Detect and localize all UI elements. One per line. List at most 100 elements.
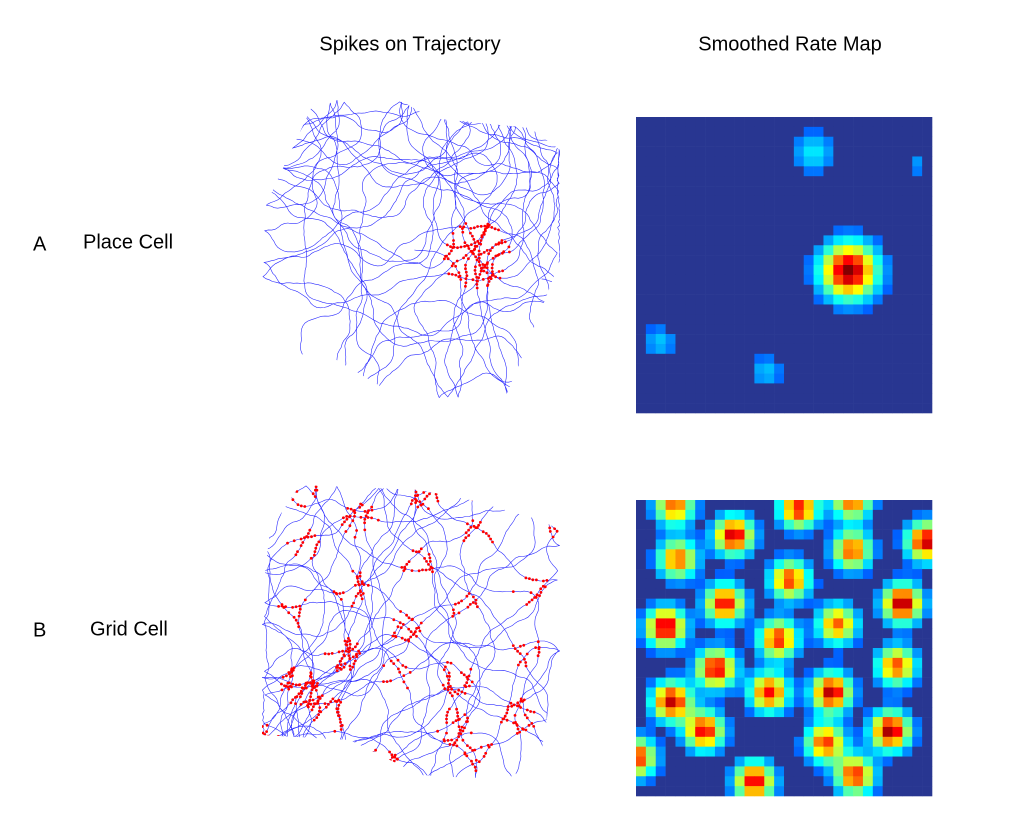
rate-cell bbox=[744, 529, 755, 540]
rate-cell bbox=[724, 667, 735, 678]
rate-cell bbox=[793, 539, 805, 550]
rate-cell bbox=[882, 225, 893, 236]
rate-cell bbox=[695, 509, 706, 521]
rate-cell bbox=[862, 334, 874, 345]
rate-cell bbox=[892, 117, 903, 128]
rate-cell bbox=[695, 717, 706, 728]
rate-cell bbox=[764, 166, 775, 177]
rate-cell bbox=[843, 215, 854, 226]
rate-cell bbox=[645, 766, 657, 777]
rate-cell bbox=[754, 245, 765, 256]
rate-cell bbox=[714, 657, 726, 669]
rate-cell bbox=[734, 245, 745, 256]
rate-cell bbox=[882, 687, 893, 698]
rate-cell bbox=[922, 648, 933, 659]
rate-cell bbox=[645, 746, 657, 757]
rate-cell bbox=[754, 304, 765, 315]
rate-cell bbox=[675, 509, 686, 521]
rate-cell bbox=[853, 559, 864, 570]
rate-cell bbox=[744, 687, 755, 698]
rate-cell bbox=[724, 205, 735, 216]
rate-cell bbox=[685, 549, 696, 560]
rate-cell bbox=[636, 176, 647, 187]
rate-cell bbox=[872, 274, 883, 286]
rate-cell bbox=[872, 176, 883, 187]
rate-cell bbox=[645, 304, 657, 315]
rate-cell bbox=[862, 255, 874, 266]
rate-cell bbox=[823, 334, 834, 345]
rate-cell bbox=[774, 539, 785, 550]
rate-cell bbox=[645, 294, 657, 305]
rate-cell bbox=[685, 166, 696, 177]
rate-cell bbox=[675, 529, 686, 540]
rate-cell bbox=[724, 117, 735, 128]
rate-cell bbox=[754, 363, 765, 374]
rate-cell bbox=[744, 373, 755, 384]
rate-cell bbox=[695, 343, 706, 355]
rate-cell bbox=[922, 657, 933, 669]
rate-cell bbox=[655, 648, 666, 659]
rate-cell bbox=[744, 353, 755, 364]
rate-cell bbox=[675, 195, 686, 207]
rate-cell bbox=[843, 205, 854, 216]
rate-cell bbox=[675, 383, 686, 394]
rate-cell bbox=[645, 687, 657, 698]
rate-cell bbox=[685, 707, 696, 718]
rate-cell bbox=[892, 628, 903, 639]
rate-cell bbox=[902, 588, 913, 599]
rate-cell bbox=[813, 500, 824, 511]
rate-cell bbox=[813, 529, 824, 540]
rate-cell bbox=[645, 598, 657, 609]
rate-cell bbox=[872, 225, 883, 236]
rate-cell bbox=[813, 195, 824, 207]
rate-cell bbox=[636, 677, 647, 688]
rate-cell bbox=[675, 334, 686, 345]
rate-cell bbox=[813, 786, 824, 797]
rate-cell bbox=[764, 539, 775, 550]
rate-cell bbox=[655, 588, 666, 599]
rate-cell bbox=[665, 393, 676, 404]
rate-cell bbox=[862, 598, 874, 609]
rate-cell bbox=[862, 687, 874, 698]
rate-cell bbox=[803, 628, 814, 639]
rate-cell bbox=[764, 726, 775, 738]
rate-cell bbox=[636, 274, 647, 286]
rate-cell bbox=[754, 687, 765, 698]
rate-cell bbox=[862, 274, 874, 286]
rate-cell bbox=[675, 373, 686, 384]
rate-cell bbox=[912, 383, 923, 394]
rate-cell bbox=[744, 628, 755, 639]
rate-cell bbox=[912, 235, 923, 246]
rate-cell bbox=[714, 195, 726, 207]
rate-cell bbox=[784, 569, 795, 580]
rate-cell bbox=[813, 294, 824, 305]
rate-cell bbox=[675, 205, 686, 216]
rate-cell bbox=[774, 343, 785, 355]
rate-cell bbox=[645, 274, 657, 286]
rate-cell bbox=[853, 294, 864, 305]
rate-cell bbox=[655, 736, 666, 747]
rate-cell bbox=[645, 334, 657, 345]
rate-cell bbox=[764, 588, 775, 599]
rate-cell bbox=[724, 598, 735, 609]
rate-cell bbox=[714, 500, 726, 511]
rate-cell bbox=[665, 618, 676, 629]
rate-cell bbox=[872, 324, 883, 335]
rate-cell bbox=[724, 677, 735, 688]
rate-cell bbox=[675, 717, 686, 728]
rate-cell bbox=[902, 786, 913, 797]
rate-cell bbox=[695, 756, 706, 767]
rate-cell bbox=[902, 628, 913, 639]
rate-cell bbox=[645, 618, 657, 629]
rate-cell bbox=[675, 776, 686, 787]
rate-cell bbox=[902, 756, 913, 767]
rate-cell bbox=[774, 608, 785, 619]
rate-cell bbox=[636, 334, 647, 345]
rate-cell bbox=[892, 403, 903, 414]
rate-cell bbox=[803, 403, 814, 414]
rate-cell bbox=[695, 707, 706, 718]
rate-cell bbox=[892, 756, 903, 767]
rate-cell bbox=[813, 766, 824, 777]
rate-cell bbox=[912, 766, 923, 777]
rate-cell bbox=[695, 225, 706, 236]
